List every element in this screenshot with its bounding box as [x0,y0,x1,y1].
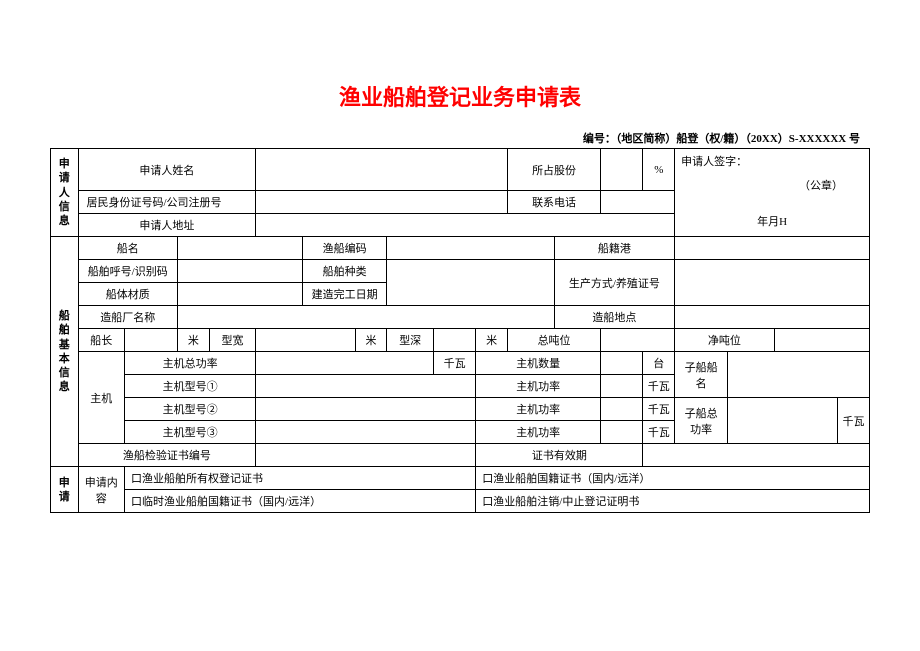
app-opt2: 口渔业船舶国籍证书（国内/远洋） [476,467,870,490]
model1-label: 主机型号① [125,375,256,398]
subship-name-label: 子船船名 [675,352,728,398]
model1-value [256,375,476,398]
tel-value [601,191,675,214]
engine-label: 主机 [78,352,125,444]
build-place-value [675,306,870,329]
net-value [774,329,869,352]
addr-label: 申请人地址 [78,214,256,237]
type-value [387,260,554,306]
subship-name-value [728,352,870,398]
vessel-name-value [177,237,302,260]
engine-power-2-value [601,398,643,421]
model3-label: 主机型号③ [125,421,256,444]
power-unit-4: 千瓦 [643,421,675,444]
subship-power-label: 子船总功率 [675,398,728,444]
net-label: 净吨位 [675,329,774,352]
port-value [675,237,870,260]
engine-power-3-label: 主机功率 [476,421,601,444]
engine-power-1-value [601,375,643,398]
vessel-code-label: 渔船编码 [302,237,387,260]
serial-number: 编号：（地区简称）船登（权/籍）（20XX）S-XXXXXX 号 [50,130,870,146]
cert-valid-label: 证书有效期 [476,444,643,467]
share-unit: % [643,149,675,191]
engine-power-3-value [601,421,643,444]
applicant-name-label: 申请人姓名 [78,149,256,191]
gross-label: 总吨位 [508,329,601,352]
depth-label: 型深 [387,329,434,352]
depth-value [433,329,475,352]
length-label: 船长 [78,329,125,352]
depth-unit: 米 [476,329,508,352]
share-label: 所占股份 [508,149,601,191]
total-power-label: 主机总功率 [125,352,256,375]
signature-cell: 申请人签字： （公章） 年月H [675,149,870,237]
hull-label: 船体材质 [78,283,177,306]
applicant-header: 申请人信息 [51,149,79,237]
engine-power-2-label: 主机功率 [476,398,601,421]
gross-value [601,329,675,352]
id-value [256,191,508,214]
call-label: 船舶呼号/识别码 [78,260,177,283]
total-power-value [256,352,434,375]
sig-date: 年月H [681,213,863,233]
vessel-header: 船舶基本信息 [51,237,79,467]
yard-value [177,306,554,329]
page-title: 渔业船舶登记业务申请表 [50,80,870,112]
vessel-name-label: 船名 [78,237,177,260]
width-label: 型宽 [209,329,256,352]
prod-label: 生产方式/养殖证号 [554,260,675,306]
yard-label: 造船厂名称 [78,306,177,329]
id-label: 居民身份证号码/公司注册号 [78,191,256,214]
model2-value [256,398,476,421]
count-unit: 台 [643,352,675,375]
build-place-label: 造船地点 [554,306,675,329]
prod-value [675,260,870,306]
model2-label: 主机型号② [125,398,256,421]
build-date-label: 建造完工日期 [302,283,387,306]
engine-power-1-label: 主机功率 [476,375,601,398]
subship-power-value [728,398,838,444]
app-opt3: 口临时渔业船舶国籍证书（国内/远洋） [125,490,476,513]
sig-label: 申请人签字： [681,153,863,173]
app-opt1: 口渔业船舶所有权登记证书 [125,467,476,490]
width-unit: 米 [355,329,387,352]
model3-value [256,421,476,444]
hull-value [177,283,302,306]
tel-label: 联系电话 [508,191,601,214]
length-value [125,329,178,352]
share-value [601,149,643,191]
length-unit: 米 [177,329,209,352]
cert-valid-value [643,444,870,467]
app-content-label: 申请内容 [78,467,125,513]
power-unit-1: 千瓦 [433,352,475,375]
vessel-code-value [387,237,554,260]
width-value [256,329,355,352]
port-label: 船籍港 [554,237,675,260]
cert-no-value [256,444,476,467]
registration-form: 申请人信息 申请人姓名 所占股份 % 申请人签字： （公章） 年月H 居民身份证… [50,148,870,513]
engine-count-label: 主机数量 [476,352,601,375]
app-header: 申请 [51,467,79,513]
engine-count-value [601,352,643,375]
call-value [177,260,302,283]
type-label: 船舶种类 [302,260,387,283]
power-unit-sub: 千瓦 [838,398,870,444]
power-unit-3: 千瓦 [643,398,675,421]
app-opt4: 口渔业船舶注销/中止登记证明书 [476,490,870,513]
power-unit-2: 千瓦 [643,375,675,398]
applicant-name-value [256,149,508,191]
addr-value [256,214,675,237]
sig-seal: （公章） [681,177,863,197]
cert-no-label: 渔船检验证书编号 [78,444,256,467]
